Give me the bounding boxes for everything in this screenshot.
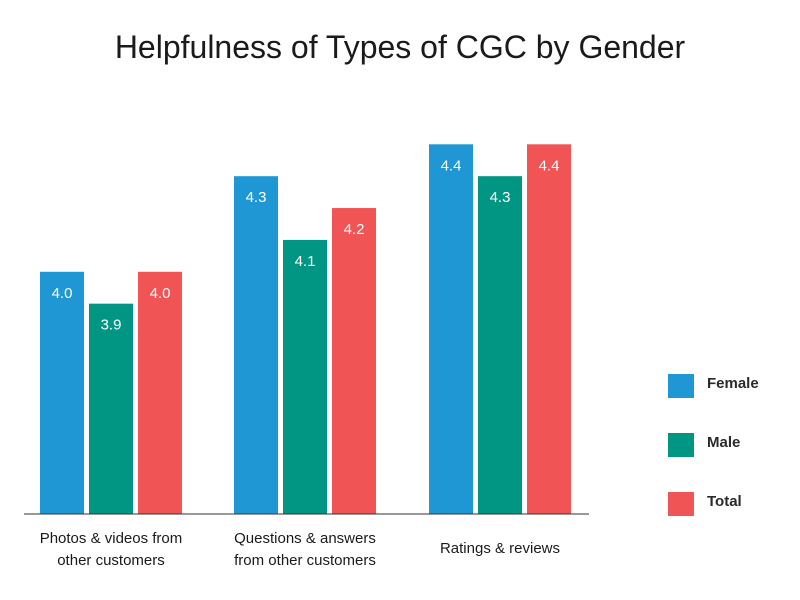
- category-label-0-line-0: Photos & videos from: [40, 530, 183, 547]
- legend-swatch-female: [668, 374, 694, 398]
- bars-group: [40, 144, 571, 515]
- category-label-2-line-0: Ratings & reviews: [440, 540, 560, 557]
- category-label-1-line-0: Questions & answers: [234, 530, 376, 547]
- bar-female-0: [40, 271, 84, 514]
- bar-total-2: [527, 144, 571, 514]
- value-label-male-1: 4.1: [295, 253, 316, 270]
- value-label-male-0: 3.9: [101, 317, 122, 334]
- bar-male-1: [283, 239, 327, 514]
- category-label-0-line-1: other customers: [57, 552, 165, 569]
- value-label-female-0: 4.0: [52, 285, 73, 302]
- bar-male-0: [89, 303, 133, 514]
- bar-male-2: [478, 176, 522, 514]
- value-label-total-0: 4.0: [150, 285, 171, 302]
- bar-female-1: [234, 176, 278, 514]
- category-label-1-line-1: from other customers: [234, 552, 376, 569]
- chart-title: Helpfulness of Types of CGC by Gender: [115, 29, 686, 65]
- value-label-female-1: 4.3: [246, 189, 267, 206]
- legend-swatch-total: [668, 492, 694, 516]
- value-label-total-1: 4.2: [344, 221, 365, 238]
- legend: Female Male Total: [668, 374, 759, 516]
- value-label-total-2: 4.4: [539, 157, 560, 174]
- legend-label-total: Total: [707, 493, 742, 510]
- bar-female-2: [429, 144, 473, 514]
- bar-total-0: [138, 271, 182, 514]
- legend-label-female: Female: [707, 375, 759, 392]
- bar-total-1: [332, 208, 376, 515]
- value-label-male-2: 4.3: [490, 189, 511, 206]
- legend-swatch-male: [668, 433, 694, 457]
- category-labels-group: Photos & videos from other customers Quest…: [40, 530, 560, 569]
- legend-label-male: Male: [707, 434, 740, 451]
- value-labels-group: 4.0 3.9 4.0 4.3 4.1 4.2 4.4 4.3 4.4: [52, 157, 560, 333]
- value-label-female-2: 4.4: [441, 157, 462, 174]
